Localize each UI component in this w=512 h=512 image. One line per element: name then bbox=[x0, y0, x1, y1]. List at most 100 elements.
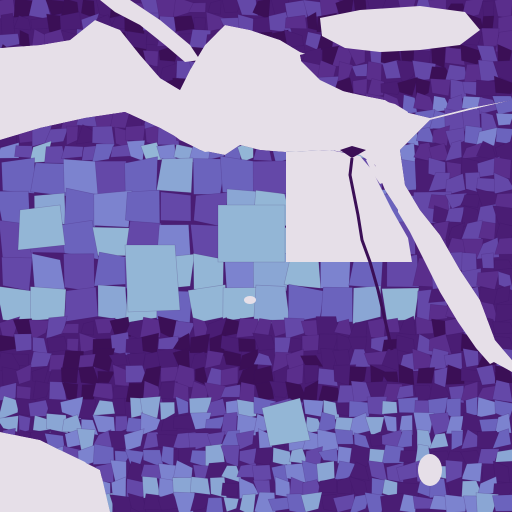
admin-region[interactable] bbox=[283, 317, 305, 340]
admin-region[interactable] bbox=[492, 321, 512, 335]
admin-region[interactable] bbox=[139, 316, 163, 338]
admin-region[interactable] bbox=[30, 286, 67, 322]
admin-region[interactable] bbox=[396, 384, 414, 400]
admin-region[interactable] bbox=[160, 411, 178, 432]
admin-region[interactable] bbox=[251, 464, 272, 482]
admin-region[interactable] bbox=[43, 127, 69, 145]
admin-region[interactable] bbox=[0, 12, 16, 36]
admin-region[interactable] bbox=[172, 381, 190, 402]
admin-region[interactable] bbox=[205, 461, 228, 479]
admin-region[interactable] bbox=[189, 493, 211, 512]
admin-region[interactable] bbox=[139, 396, 161, 420]
admin-region[interactable] bbox=[432, 125, 451, 147]
admin-region[interactable] bbox=[94, 160, 130, 196]
admin-region[interactable] bbox=[255, 380, 275, 401]
admin-region[interactable] bbox=[381, 400, 398, 415]
admin-region[interactable] bbox=[495, 127, 512, 145]
admin-region[interactable] bbox=[111, 397, 127, 416]
admin-region[interactable] bbox=[396, 59, 419, 85]
admin-region[interactable] bbox=[481, 0, 495, 18]
admin-region[interactable] bbox=[380, 371, 399, 383]
admin-region[interactable] bbox=[302, 399, 324, 418]
admin-region[interactable] bbox=[92, 382, 114, 400]
admin-region[interactable] bbox=[364, 416, 385, 436]
admin-region[interactable] bbox=[481, 252, 495, 269]
admin-region[interactable] bbox=[13, 0, 35, 18]
admin-region[interactable] bbox=[80, 320, 95, 336]
admin-region[interactable] bbox=[337, 475, 353, 495]
admin-region[interactable] bbox=[475, 237, 500, 260]
admin-region[interactable] bbox=[13, 333, 32, 352]
admin-region[interactable] bbox=[175, 396, 189, 415]
admin-region[interactable] bbox=[475, 127, 499, 146]
admin-region[interactable] bbox=[108, 352, 128, 367]
admin-region[interactable] bbox=[172, 413, 194, 430]
admin-region[interactable] bbox=[238, 338, 256, 353]
admin-region[interactable] bbox=[30, 16, 51, 30]
admin-region[interactable] bbox=[301, 334, 320, 352]
admin-region[interactable] bbox=[352, 285, 382, 325]
admin-region[interactable] bbox=[445, 206, 466, 223]
admin-region[interactable] bbox=[348, 444, 372, 467]
admin-region[interactable] bbox=[140, 412, 161, 436]
admin-region[interactable] bbox=[493, 259, 512, 271]
admin-region[interactable] bbox=[63, 253, 95, 293]
admin-region[interactable] bbox=[60, 367, 79, 384]
admin-region[interactable] bbox=[428, 303, 450, 321]
admin-region[interactable] bbox=[12, 318, 33, 339]
admin-region[interactable] bbox=[126, 352, 146, 370]
admin-region[interactable] bbox=[189, 476, 211, 496]
admin-region[interactable] bbox=[236, 0, 259, 16]
admin-region[interactable] bbox=[239, 493, 257, 512]
admin-region[interactable] bbox=[110, 459, 127, 484]
admin-region[interactable] bbox=[29, 351, 53, 368]
admin-region[interactable] bbox=[300, 319, 320, 340]
admin-region[interactable] bbox=[399, 493, 417, 512]
admin-region[interactable] bbox=[315, 316, 340, 337]
admin-region[interactable] bbox=[0, 142, 20, 159]
admin-region[interactable] bbox=[476, 385, 498, 401]
admin-region[interactable] bbox=[302, 379, 319, 401]
admin-region[interactable] bbox=[188, 2, 207, 13]
admin-region[interactable] bbox=[494, 413, 512, 434]
admin-region[interactable] bbox=[475, 79, 499, 97]
admin-region[interactable] bbox=[317, 478, 338, 494]
admin-region[interactable] bbox=[492, 494, 512, 512]
admin-region[interactable] bbox=[252, 160, 292, 195]
admin-region[interactable] bbox=[444, 139, 463, 162]
admin-region[interactable] bbox=[93, 251, 129, 287]
admin-region[interactable] bbox=[320, 493, 337, 512]
admin-region[interactable] bbox=[398, 363, 415, 386]
admin-region[interactable] bbox=[493, 284, 511, 305]
admin-region[interactable] bbox=[220, 444, 240, 467]
admin-region[interactable] bbox=[139, 0, 160, 18]
admin-region[interactable] bbox=[381, 287, 420, 322]
admin-region[interactable] bbox=[492, 95, 512, 115]
admin-region[interactable] bbox=[91, 143, 115, 163]
admin-region[interactable] bbox=[92, 226, 131, 257]
admin-region[interactable] bbox=[30, 162, 67, 197]
admin-region[interactable] bbox=[61, 323, 80, 334]
admin-region[interactable] bbox=[1, 256, 33, 292]
admin-region[interactable] bbox=[444, 192, 468, 210]
admin-region[interactable] bbox=[91, 125, 115, 146]
admin-region[interactable] bbox=[348, 461, 370, 481]
admin-region[interactable] bbox=[0, 395, 19, 421]
admin-region[interactable] bbox=[381, 444, 405, 464]
admin-region[interactable] bbox=[415, 316, 436, 335]
admin-region[interactable] bbox=[364, 492, 387, 512]
admin-region[interactable] bbox=[481, 27, 500, 48]
admin-region[interactable] bbox=[444, 47, 466, 66]
admin-region[interactable] bbox=[396, 429, 413, 449]
admin-region[interactable] bbox=[160, 191, 192, 222]
admin-region[interactable] bbox=[46, 336, 69, 353]
admin-region[interactable] bbox=[288, 337, 302, 353]
admin-region[interactable] bbox=[380, 492, 404, 512]
admin-region[interactable] bbox=[156, 348, 177, 372]
admin-region[interactable] bbox=[1, 157, 35, 194]
admin-region[interactable] bbox=[397, 76, 419, 97]
admin-region[interactable] bbox=[398, 315, 417, 336]
admin-region[interactable] bbox=[48, 381, 67, 402]
admin-region[interactable] bbox=[156, 157, 194, 194]
admin-region[interactable] bbox=[270, 319, 290, 337]
